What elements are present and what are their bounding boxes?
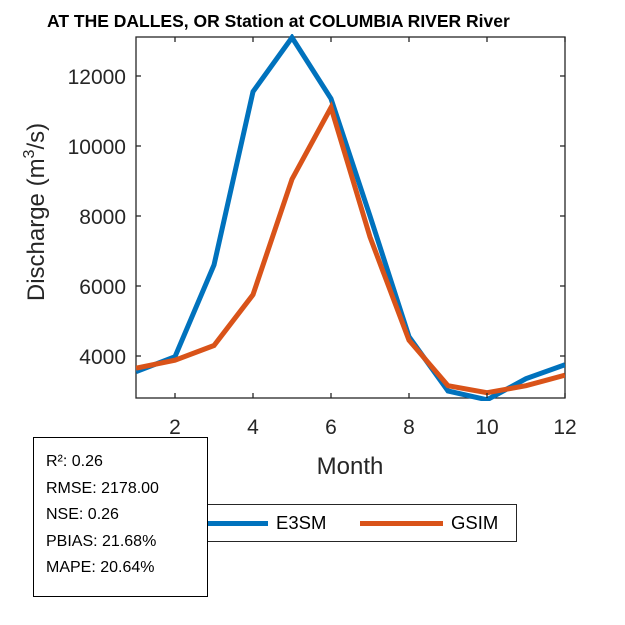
axes-box bbox=[135, 36, 566, 399]
y-axis-label: Discharge (m3/s) bbox=[21, 123, 50, 301]
stat-r2: R²: 0.26 bbox=[46, 453, 103, 470]
y-tick-label: 8000 bbox=[79, 206, 126, 229]
stat-mape: MAPE: 20.64% bbox=[46, 559, 155, 576]
series-line-e3sm bbox=[136, 34, 565, 401]
x-axis-label: Month bbox=[317, 453, 384, 480]
chart-title: AT THE DALLES, OR Station at COLUMBIA RI… bbox=[47, 11, 510, 31]
y-tick-label: 6000 bbox=[79, 276, 126, 299]
y-axis-label-sup: 3 bbox=[21, 149, 38, 158]
stat-nse: NSE: 0.26 bbox=[46, 506, 119, 523]
x-tick-label: 6 bbox=[325, 416, 337, 439]
y-axis-label-main: Discharge (m bbox=[23, 158, 50, 301]
y-axis-label-tail: /s) bbox=[23, 123, 50, 150]
y-tick-label: 4000 bbox=[79, 346, 126, 369]
stats-box: R²: 0.26 RMSE: 2178.00 NSE: 0.26 PBIAS: … bbox=[33, 437, 208, 597]
legend-swatch-gsim bbox=[360, 520, 443, 526]
x-tick-label: 2 bbox=[169, 416, 181, 439]
series-line-gsim bbox=[136, 101, 565, 396]
stat-pbias: PBIAS: 21.68% bbox=[46, 532, 157, 550]
x-tick-label: 4 bbox=[247, 416, 259, 439]
x-tick-label: 10 bbox=[475, 416, 498, 439]
y-tick-label: 12000 bbox=[68, 66, 126, 89]
ticks-group: 2 4 6 8 10 12 4000 6000 8000 10000 12000 bbox=[68, 37, 577, 439]
legend-label-e3sm: E3SM bbox=[276, 512, 327, 533]
legend-label-gsim: GSIM bbox=[451, 512, 499, 533]
legend: E3SM GSIM bbox=[208, 504, 517, 542]
x-tick-label: 12 bbox=[553, 416, 576, 439]
y-tick-label: 10000 bbox=[68, 136, 126, 159]
x-tick-label: 8 bbox=[403, 416, 415, 439]
legend-item-e3sm: E3SM bbox=[208, 505, 327, 541]
stat-rmse: RMSE: 2178.00 bbox=[46, 479, 159, 497]
legend-swatch-e3sm bbox=[208, 520, 268, 526]
plot-area: 2 4 6 8 10 12 4000 6000 8000 10000 12000 bbox=[68, 34, 577, 439]
legend-item-gsim: GSIM bbox=[360, 505, 498, 541]
series-group bbox=[136, 34, 565, 401]
